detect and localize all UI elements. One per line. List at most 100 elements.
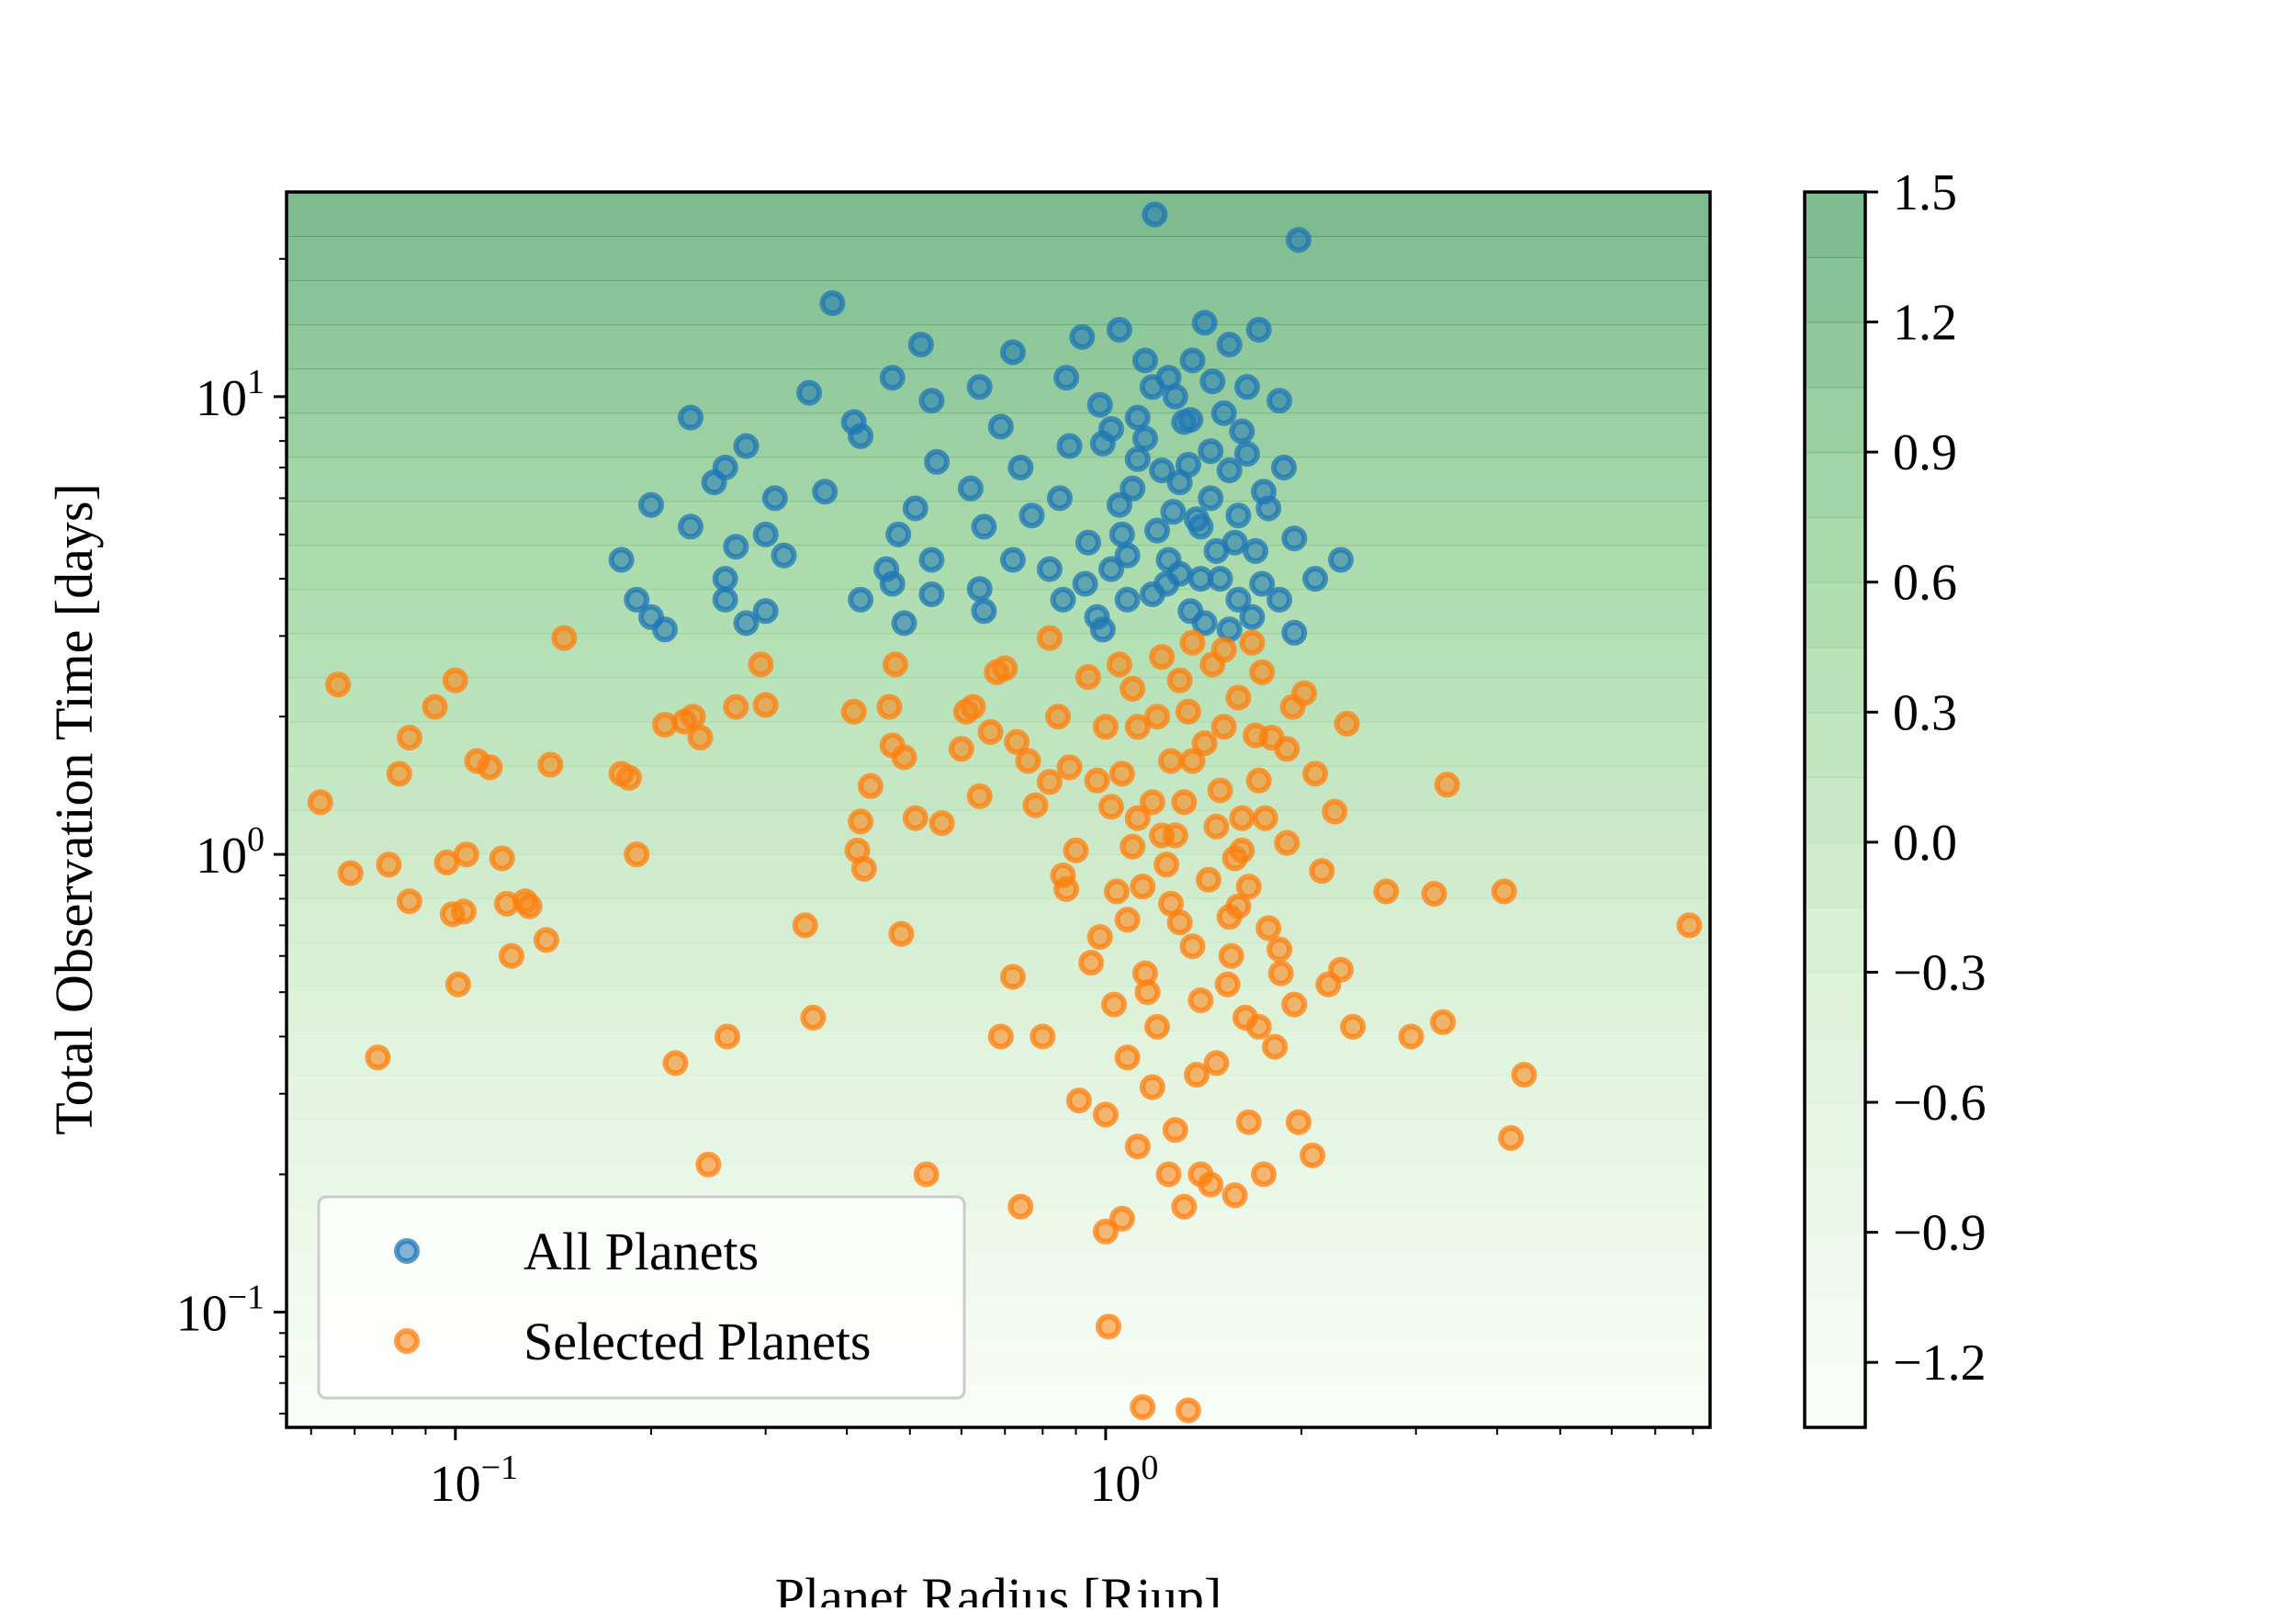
point-selected-planets	[624, 841, 650, 868]
point-all-planets	[1069, 323, 1096, 350]
point-selected-planets	[337, 860, 364, 886]
point-selected-planets	[1286, 1109, 1311, 1135]
point-selected-planets	[1149, 644, 1176, 671]
point-all-planets	[1216, 332, 1243, 358]
point-selected-planets	[1015, 748, 1041, 774]
colorbar-band	[1805, 712, 1865, 779]
point-all-planets	[1245, 317, 1272, 343]
point-selected-planets	[876, 693, 903, 720]
point-selected-planets	[1498, 1125, 1525, 1151]
point-all-planets	[819, 290, 846, 317]
background-band	[287, 236, 1710, 282]
point-selected-planets	[695, 1151, 722, 1178]
background-band	[287, 545, 1710, 591]
colorbar-band	[1805, 1232, 1865, 1299]
background-band	[287, 986, 1710, 1031]
y-axis: 10−1 100 101	[176, 257, 287, 1415]
point-all-planets	[1179, 347, 1206, 374]
point-selected-planets	[1114, 1044, 1141, 1071]
point-all-planets	[1089, 616, 1116, 643]
point-all-planets	[1184, 506, 1210, 533]
point-selected-planets	[1225, 893, 1252, 919]
colorbar-tick-label: 1.2	[1893, 295, 1957, 352]
point-selected-planets	[1075, 664, 1101, 691]
point-all-planets	[701, 469, 727, 496]
background-band	[287, 1118, 1710, 1164]
point-all-planets	[1286, 227, 1311, 254]
point-all-planets	[1106, 491, 1132, 518]
point-selected-planets	[1124, 714, 1151, 740]
point-all-planets	[1124, 445, 1151, 472]
background-band	[287, 324, 1710, 370]
point-selected-planets	[1139, 1074, 1165, 1100]
point-selected-planets	[1158, 890, 1184, 917]
point-selected-planets	[376, 851, 402, 878]
point-all-planets	[1210, 400, 1237, 426]
point-all-planets	[1046, 485, 1073, 512]
point-selected-planets	[1086, 924, 1113, 951]
point-selected-planets	[1130, 1394, 1156, 1420]
point-selected-planets	[800, 1004, 827, 1031]
colorbar-tick-label: 0.3	[1893, 684, 1957, 741]
point-all-planets	[712, 586, 738, 613]
point-all-planets	[1271, 455, 1297, 480]
point-all-planets	[1233, 441, 1260, 468]
point-all-planets	[1109, 521, 1135, 547]
point-selected-planets	[1078, 950, 1105, 976]
point-selected-planets	[1322, 798, 1348, 825]
point-selected-planets	[445, 971, 471, 998]
point-selected-planets	[1225, 684, 1252, 711]
point-all-planets	[1106, 317, 1132, 343]
point-all-planets	[1229, 418, 1255, 445]
point-selected-planets	[1421, 881, 1447, 907]
point-selected-planets	[1101, 991, 1127, 1018]
point-all-planets	[1302, 566, 1329, 592]
point-all-planets	[1198, 438, 1224, 465]
point-selected-planets	[307, 789, 333, 816]
point-selected-planets	[792, 912, 818, 939]
point-all-planets	[918, 581, 945, 607]
point-all-planets	[1072, 570, 1098, 597]
point-selected-planets	[1007, 1193, 1034, 1220]
point-all-planets	[971, 513, 997, 540]
point-selected-planets	[1158, 748, 1184, 774]
point-selected-planets	[442, 667, 468, 693]
colorbar-band	[1805, 1037, 1865, 1104]
colorbar-band	[1805, 452, 1865, 518]
point-selected-planets	[1274, 736, 1300, 762]
colorbar-gradient	[1805, 192, 1865, 1428]
point-all-planets	[987, 413, 1014, 440]
colorbar-band	[1805, 1167, 1865, 1234]
point-all-planets	[918, 388, 945, 414]
point-all-planets	[924, 448, 951, 475]
point-selected-planets	[1221, 1182, 1248, 1209]
point-all-planets	[1075, 529, 1101, 556]
point-all-planets	[1255, 495, 1282, 522]
point-selected-planets	[1065, 1088, 1092, 1114]
point-selected-planets	[1155, 1161, 1182, 1188]
point-selected-planets	[913, 1161, 940, 1188]
colorbar-tick-label: −0.3	[1893, 944, 1986, 1001]
colorbar-ticks: 1.5 1.2 0.9 0.6 0.3 0.0 −0.3 −0.6 −0.9 −1.2	[1865, 164, 1986, 1392]
point-selected-planets	[992, 655, 1019, 682]
point-all-planets	[1281, 619, 1308, 646]
background-band	[287, 941, 1710, 987]
colorbar-band	[1805, 192, 1865, 258]
point-selected-planets	[325, 671, 352, 698]
colorbar-band	[1805, 647, 1865, 714]
point-all-planets	[678, 513, 703, 540]
point-selected-planets	[1210, 714, 1237, 740]
point-selected-planets	[1154, 851, 1180, 878]
point-all-planets	[771, 542, 797, 569]
point-selected-planets	[386, 761, 412, 787]
point-all-planets	[1266, 388, 1293, 414]
point-selected-planets	[396, 725, 422, 750]
point-selected-planets	[687, 725, 714, 750]
point-all-planets	[1036, 556, 1063, 582]
point-all-planets	[1007, 455, 1034, 480]
point-selected-planets	[1134, 979, 1161, 1006]
point-all-planets	[902, 495, 929, 522]
point-selected-planets	[715, 1023, 740, 1050]
point-all-planets	[624, 586, 650, 613]
point-all-planets	[1144, 517, 1170, 544]
